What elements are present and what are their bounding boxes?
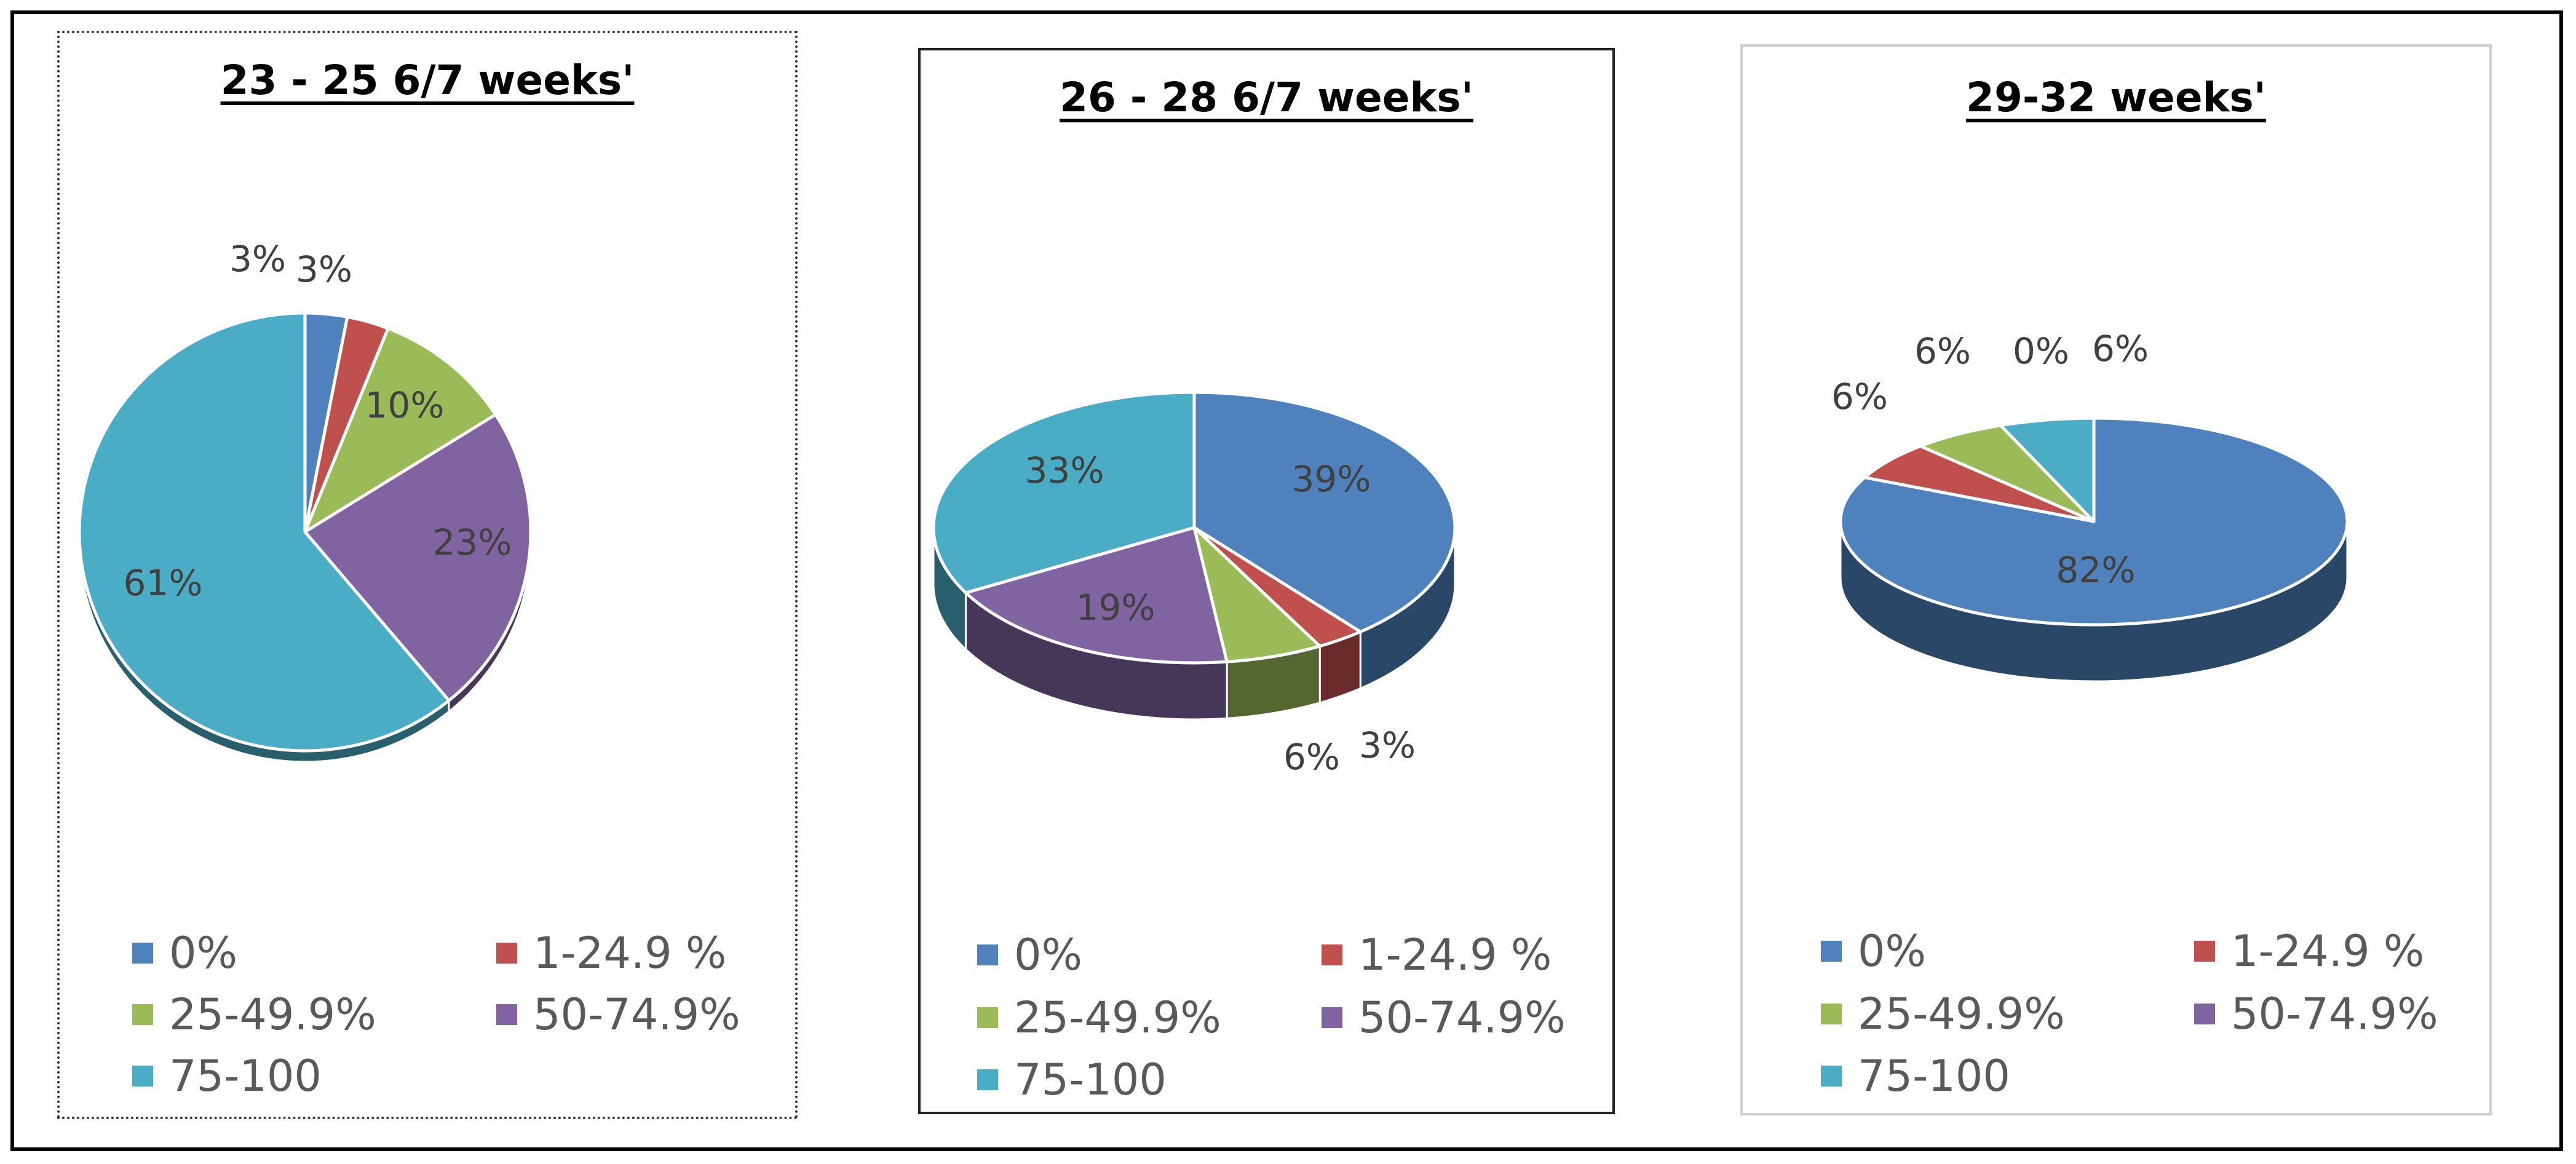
pie-chart-3: 82% 6% 6% 0% 6% <box>1831 328 2349 683</box>
legend-swatch <box>1821 941 1842 962</box>
chart-panel-1: 23 - 25 6/7 weeks' 3% 3% 10% 23% 61% 0% 1-24… <box>57 31 798 1119</box>
legend-item: 75-100 <box>132 1051 322 1101</box>
chart-panel-2: 26 - 28 6/7 weeks' 39% 3% 6% 19% 33% 0% 1-24… <box>918 48 1615 1114</box>
data-label: 3% <box>296 248 352 290</box>
legend-swatch <box>1821 1004 1842 1024</box>
legend-label: 1-24.9 % <box>533 928 727 978</box>
pie-slice-50-74.9% <box>303 413 533 702</box>
legend-label: 1-24.9 % <box>1358 930 1552 980</box>
legend-item: 1-24.9 % <box>1322 930 1552 980</box>
data-label: 3% <box>1359 724 1416 766</box>
data-label: 6% <box>1914 330 1971 372</box>
legend-swatch <box>1322 1007 1342 1028</box>
legend-label: 1-24.9 % <box>2231 926 2425 976</box>
data-label: 39% <box>1292 458 1371 500</box>
legend-swatch <box>132 1066 153 1087</box>
legend-label: 75-100 <box>1858 1051 2010 1101</box>
pie-slice-1-24.9 % <box>1863 445 2096 523</box>
pie-slice-50-74.9% <box>964 526 1229 665</box>
figure-frame <box>10 10 2563 1151</box>
legend-swatch <box>132 1004 153 1025</box>
legend-label: 25-49.9% <box>1014 992 1221 1043</box>
legend-label: 75-100 <box>1014 1055 1167 1105</box>
legend-label: 0% <box>169 928 238 978</box>
legend-label: 0% <box>1858 926 1927 976</box>
legend-item: 25-49.9% <box>977 992 1221 1043</box>
data-label: 6% <box>1283 736 1340 778</box>
data-label: 6% <box>2092 328 2149 370</box>
legend-item: 0% <box>1821 926 1926 976</box>
pie-slice-25-49.9% <box>303 327 497 534</box>
legend-item: 25-49.9% <box>132 989 376 1040</box>
pie-chart-2: 39% 3% 6% 19% 33% <box>932 390 1457 778</box>
legend-label: 25-49.9% <box>1858 989 2065 1039</box>
pie-slice-25-49.9% <box>1919 424 2096 523</box>
pie-slice-25-49.9% <box>1192 526 1322 663</box>
legend-swatch <box>977 1069 998 1090</box>
legend-swatch <box>496 943 517 964</box>
legend-swatch <box>2194 1004 2215 1024</box>
legend-swatch <box>2194 941 2215 962</box>
legend-label: 50-74.9% <box>2231 989 2438 1039</box>
data-label: 10% <box>365 384 445 426</box>
data-label: 0% <box>2013 330 2069 372</box>
legend-label: 75-100 <box>169 1051 322 1101</box>
chart-title-3: 29-32 weeks' <box>1966 74 2266 121</box>
pie-chart-1: 3% 3% 10% 23% 61% <box>77 238 533 763</box>
legend-item: 1-24.9 % <box>496 928 726 978</box>
legend-swatch <box>496 1004 517 1025</box>
data-label: 23% <box>433 521 512 563</box>
pie-slice-0% <box>1192 390 1457 634</box>
pie-slice-75-100 <box>932 390 1196 595</box>
chart-title-2: 26 - 28 6/7 weeks' <box>1060 74 1473 121</box>
data-label: 6% <box>1831 376 1888 418</box>
legend-item: 50-74.9% <box>2194 989 2438 1039</box>
chart-title-1: 23 - 25 6/7 weeks' <box>220 57 635 104</box>
chart-panel-3: 29-32 weeks' 82% 6% 6% 0% 6% 0% 1-24.9 % 25-… <box>1740 44 2492 1115</box>
legend-swatch <box>977 944 998 965</box>
legend-item: 50-74.9% <box>1322 992 1566 1043</box>
legend-item: 50-74.9% <box>496 989 740 1040</box>
data-label: 61% <box>124 562 203 604</box>
legend-item: 75-100 <box>977 1055 1167 1105</box>
legend-swatch <box>977 1007 998 1028</box>
legend-label: 0% <box>1014 930 1083 980</box>
legend-swatch <box>1322 944 1342 965</box>
legend-item: 0% <box>132 928 237 978</box>
legend-swatch <box>132 943 153 964</box>
legend-item: 1-24.9 % <box>2194 926 2424 976</box>
data-label: 19% <box>1076 587 1155 628</box>
legend-item: 75-100 <box>1821 1051 2010 1101</box>
pie-slice-75-100 <box>1999 416 2096 523</box>
legend-item: 25-49.9% <box>1821 989 2065 1039</box>
data-label: 3% <box>229 238 286 280</box>
data-label: 82% <box>2056 549 2136 591</box>
legend-label: 50-74.9% <box>1358 992 1566 1043</box>
legend-swatch <box>1821 1066 1842 1087</box>
legend-label: 25-49.9% <box>169 989 376 1040</box>
data-label: 33% <box>1025 449 1104 491</box>
legend-item: 0% <box>977 930 1082 980</box>
legend-label: 50-74.9% <box>533 989 740 1040</box>
pie-slice-75-100 <box>77 311 451 753</box>
